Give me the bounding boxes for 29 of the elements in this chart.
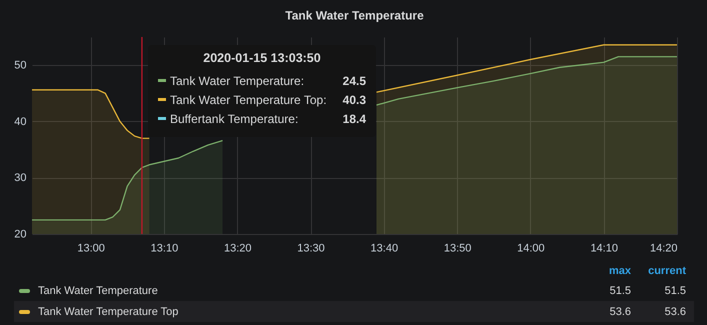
x-tick-label: 13:30 bbox=[297, 242, 325, 254]
y-tick-label: 30 bbox=[14, 172, 26, 184]
x-tick-label: 13:20 bbox=[224, 242, 252, 254]
annotation: 24.5 bbox=[342, 74, 366, 88]
x-tick-label: 14:10 bbox=[590, 242, 618, 254]
text: max bbox=[608, 265, 631, 277]
x-tick-label: 14:20 bbox=[650, 242, 678, 254]
x-tick-label: 13:10 bbox=[150, 242, 178, 254]
x-tick-label: 13:50 bbox=[444, 242, 472, 254]
text: current bbox=[647, 265, 687, 277]
y-tick-label: 50 bbox=[14, 60, 26, 72]
chart-title: Tank Water Temperature bbox=[285, 8, 424, 22]
annotation: Tank Water Temperature Top: bbox=[170, 92, 328, 106]
annotation: Buffertank Temperature: bbox=[170, 112, 300, 126]
annotation: 40.3 bbox=[342, 92, 366, 106]
legend-label: Tank Water Temperature bbox=[38, 284, 159, 296]
text: 53.6 bbox=[664, 306, 687, 318]
text: 53.6 bbox=[608, 306, 631, 318]
x-tick-label: 13:40 bbox=[370, 242, 398, 254]
annotation: 2020-01-15 13:03:50 bbox=[202, 51, 322, 65]
y-tick-label: 20 bbox=[14, 228, 26, 240]
x-tick-label: 14:00 bbox=[517, 242, 545, 254]
annotation: Tank Water Temperature: bbox=[170, 74, 306, 88]
annotation: 18.4 bbox=[342, 112, 366, 126]
text: 51.5 bbox=[608, 284, 631, 296]
x-tick-label: 13:00 bbox=[77, 242, 105, 254]
y-tick-label: 40 bbox=[14, 116, 26, 128]
text: 51.5 bbox=[664, 284, 687, 296]
legend-label: Tank Water Temperature Top bbox=[38, 306, 180, 318]
